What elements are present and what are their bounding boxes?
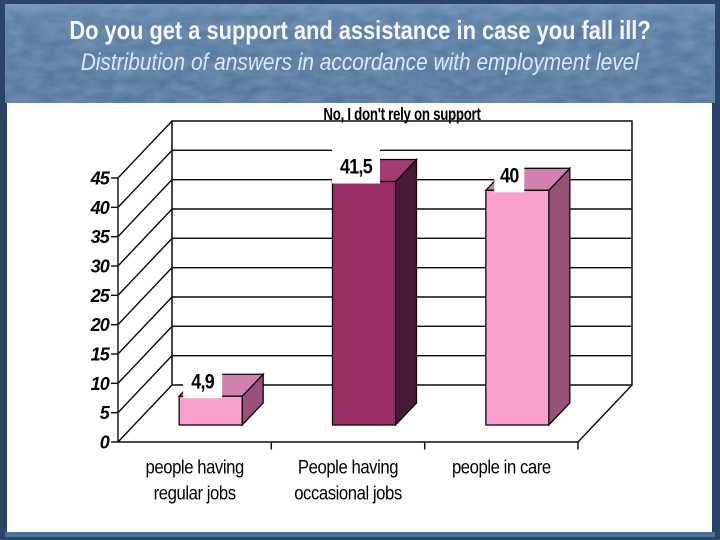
left-wall-gridline: [117, 325, 173, 384]
category-label-line: people in care: [452, 457, 551, 478]
slide-title: Do you get a support and assistance in c…: [5, 15, 715, 46]
bar-front-face: [485, 189, 550, 426]
slide-title-text: Do you get a support and assistance in c…: [69, 15, 651, 45]
value-label: 40: [500, 164, 520, 188]
y-axis-label: 10: [91, 374, 110, 394]
value-label-box: [183, 362, 223, 399]
category-label: people in care: [452, 457, 552, 478]
y-axis-label: 40: [90, 198, 110, 218]
band-texture: [5, 4, 715, 103]
category-label-line: people having: [146, 457, 244, 478]
category-label-line: occasional jobs: [294, 483, 402, 504]
category-label: people having regular jobs: [146, 457, 245, 504]
value-label-text: 4,9: [191, 370, 215, 394]
value-label-box: [331, 147, 380, 184]
chart-title-text: No, I don't rely on support: [323, 105, 481, 124]
bar-chart-3d: 0 5 10 15 20 25 30 35 40 45 4,9 41,5 40 people having…: [90, 105, 633, 504]
bottom-strip: [5, 532, 715, 537]
y-axis-label: 35: [91, 227, 111, 247]
category-label-line: regular jobs: [154, 483, 236, 504]
y-axis-label: 25: [90, 286, 111, 306]
y-axis-label: 0: [100, 433, 110, 453]
bar-front-face: [178, 395, 243, 426]
value-label-text: 41,5: [340, 155, 373, 179]
left-wall-gridline: [117, 355, 173, 414]
y-axis-label: 5: [100, 403, 111, 423]
y-axis-label: 20: [90, 315, 110, 335]
chart-panel: 0 5 10 15 20 25 30 35 40 45 4,9 41,5 40 people having…: [7, 103, 712, 532]
slide-subtitle-text: Distribution of answers in accordance wi…: [80, 49, 640, 76]
value-label: 41,5: [340, 155, 374, 179]
value-label-box: [494, 156, 525, 193]
bar-side-face: [394, 157, 418, 427]
left-wall-gridline: [117, 384, 173, 443]
floor-right-edge: [577, 384, 633, 443]
value-label: 4,9: [191, 370, 215, 394]
bar-front-face: [331, 180, 397, 426]
title-band: Do you get a support and assistance in c…: [5, 4, 715, 103]
left-wall-gridline: [117, 149, 173, 208]
left-wall-gridline: [117, 120, 173, 179]
y-axis-label: 30: [91, 256, 110, 276]
bar-side-face: [548, 166, 571, 427]
category-label-line: People having: [298, 457, 398, 478]
left-wall-gridline: [117, 296, 173, 355]
bar-3-3d: [484, 166, 572, 427]
y-axis-label: 15: [91, 344, 111, 364]
slide-subtitle: Distribution of answers in accordance wi…: [5, 49, 715, 77]
y-axis-label: 45: [90, 168, 111, 188]
left-wall-gridline: [117, 208, 173, 267]
value-label-text: 40: [500, 164, 519, 188]
left-wall-gridline: [117, 179, 173, 238]
left-wall-gridline: [117, 267, 173, 326]
category-label: People having occasional jobs: [294, 457, 403, 504]
chart-title: No, I don't rely on support: [323, 105, 481, 124]
left-wall-gridline: [117, 237, 173, 296]
bar-2-3d: [330, 157, 419, 427]
